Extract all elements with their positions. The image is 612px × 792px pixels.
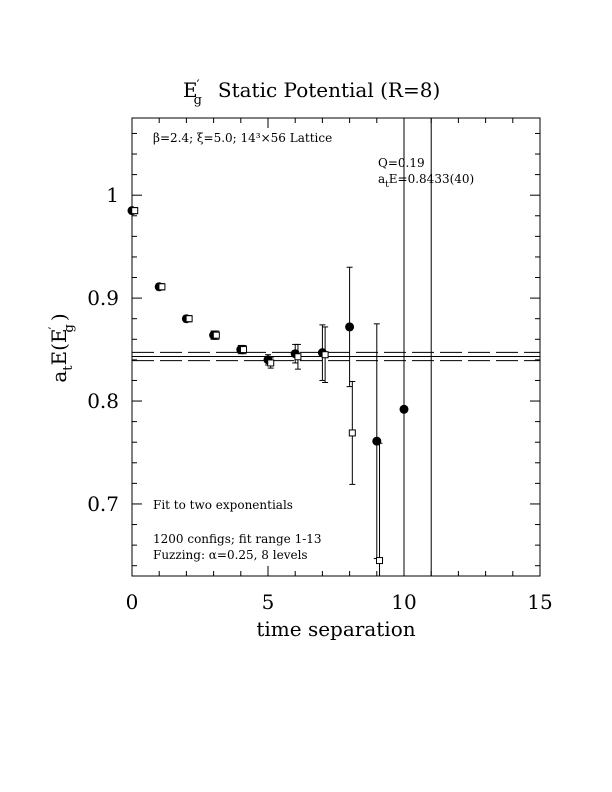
q-annotation: Q=0.19 xyxy=(378,156,425,170)
data-point-square xyxy=(294,353,302,361)
energy-annotation: atE=0.8433(40) xyxy=(378,172,474,190)
y-tick-label: 0.8 xyxy=(87,389,119,413)
x-tick-label: 15 xyxy=(527,590,552,614)
data-point-square xyxy=(376,557,384,565)
x-axis-label: time separation xyxy=(256,617,415,641)
data-point-square xyxy=(348,429,356,437)
data-point-circle xyxy=(345,322,355,332)
data-point-square xyxy=(131,207,139,215)
y-tick-label: 0.9 xyxy=(87,286,119,310)
y-axis-label: atE(E′g) xyxy=(47,313,77,382)
x-tick-label: 0 xyxy=(126,590,139,614)
chart-title: E′ g Static Potential (R=8) xyxy=(183,78,440,108)
data-point-circle xyxy=(399,404,409,414)
fit-band xyxy=(132,351,540,362)
fit-annotation: Fit to two exponentials xyxy=(153,498,293,512)
configs-annotation: 1200 configs; fit range 1-13 xyxy=(153,532,322,546)
fuzzing-annotation: Fuzzing: α=0.25, 8 levels xyxy=(153,548,308,562)
data-markers xyxy=(127,206,409,565)
data-point-square xyxy=(185,315,193,323)
lattice-annotation: β=2.4; ξ=5.0; 14³×56 Lattice xyxy=(153,131,332,145)
data-point-circle xyxy=(372,436,382,446)
y-tick-label: 0.7 xyxy=(87,492,119,516)
plot-frame xyxy=(131,117,541,577)
tick-labels: 0 5 10 15 0.7 0.8 0.9 1 xyxy=(87,183,553,614)
data-point-square xyxy=(267,359,275,367)
data-point-square xyxy=(240,346,248,354)
x-tick-label: 10 xyxy=(391,590,416,614)
x-tick-label: 5 xyxy=(262,590,275,614)
data-point-square xyxy=(212,331,220,339)
data-point-square xyxy=(321,351,329,359)
y-tick-label: 1 xyxy=(106,183,119,207)
data-point-square xyxy=(158,283,166,291)
